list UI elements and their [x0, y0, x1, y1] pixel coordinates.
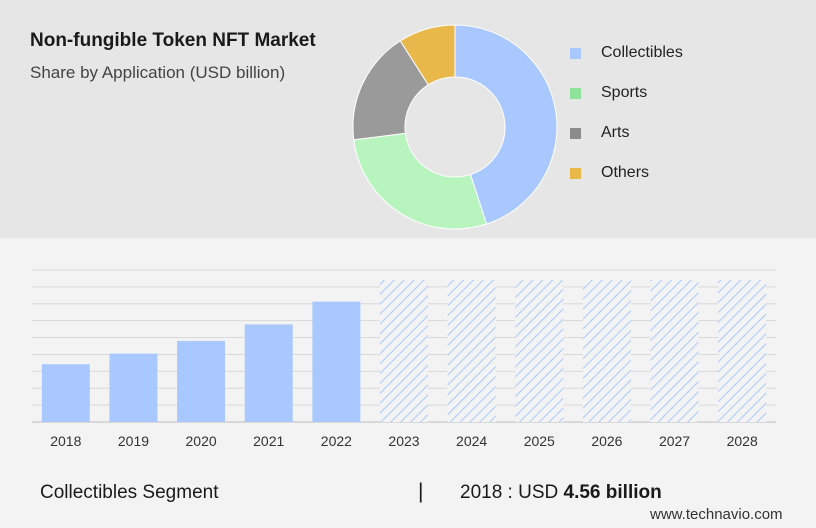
- legend-label: Collectibles: [601, 44, 683, 61]
- forecast-bar-2023: [380, 280, 428, 422]
- x-tick-label: 2019: [118, 433, 149, 449]
- legend-swatch: [570, 47, 581, 59]
- legend-item-sports: Sports: [570, 73, 683, 113]
- x-tick-label: 2023: [388, 433, 419, 449]
- legend: Collectibles Sports Arts Others: [570, 33, 683, 193]
- chart-subtitle: Share by Application (USD billion): [30, 63, 286, 82]
- legend-item-arts: Arts: [570, 113, 683, 153]
- donut-chart: [352, 24, 558, 230]
- legend-label: Others: [601, 164, 650, 181]
- footer-value-strong: 4.56 billion: [563, 482, 662, 503]
- forecast-bar-2025: [515, 280, 564, 422]
- x-tick-label: 2028: [727, 433, 758, 449]
- x-tick-label: 2018: [50, 433, 81, 449]
- x-tick-label: 2020: [186, 433, 217, 449]
- legend-label: Sports: [601, 84, 648, 101]
- legend-item-collectibles: Collectibles: [570, 33, 683, 73]
- legend-item-others: Others: [570, 153, 683, 193]
- footer-divider: |: [418, 480, 424, 503]
- footer-segment: Collectibles Segment: [40, 482, 219, 503]
- donut-slice-sports: [353, 132, 488, 230]
- legend-label: Arts: [601, 124, 630, 141]
- donut-slice-collectibles: [454, 24, 558, 225]
- footer-value-prefix: 2018 : USD: [460, 482, 559, 503]
- forecast-bar-2027: [650, 280, 699, 422]
- footer-value: 2018 : USD 4.56 billion: [460, 482, 662, 504]
- x-tick-label: 2026: [591, 433, 622, 449]
- brand-url: www.technavio.com: [650, 506, 783, 523]
- x-tick-label: 2022: [321, 433, 352, 449]
- bar-2018: [41, 364, 90, 422]
- forecast-bar-2024: [447, 280, 496, 422]
- bar-2022: [312, 301, 361, 422]
- forecast-bar-2026: [582, 280, 631, 422]
- donut-slice-others: [399, 24, 456, 86]
- x-tick-label: 2024: [456, 433, 487, 449]
- x-tick-label: 2021: [253, 433, 284, 449]
- bar-2019: [109, 353, 158, 422]
- bar-2021: [244, 324, 293, 422]
- legend-swatch: [570, 127, 581, 139]
- bar-chart: 2018 2019 2020 2021 2022 2023 2024 2025 2026 2027…: [32, 269, 776, 449]
- chart-title: Non-fungible Token NFT Market: [30, 30, 316, 51]
- bar-2020: [177, 340, 226, 422]
- x-tick-label: 2027: [659, 433, 690, 449]
- legend-swatch: [570, 167, 581, 179]
- x-tick-label: 2025: [524, 433, 555, 449]
- legend-swatch: [570, 87, 581, 99]
- forecast-bar-2028: [718, 280, 767, 422]
